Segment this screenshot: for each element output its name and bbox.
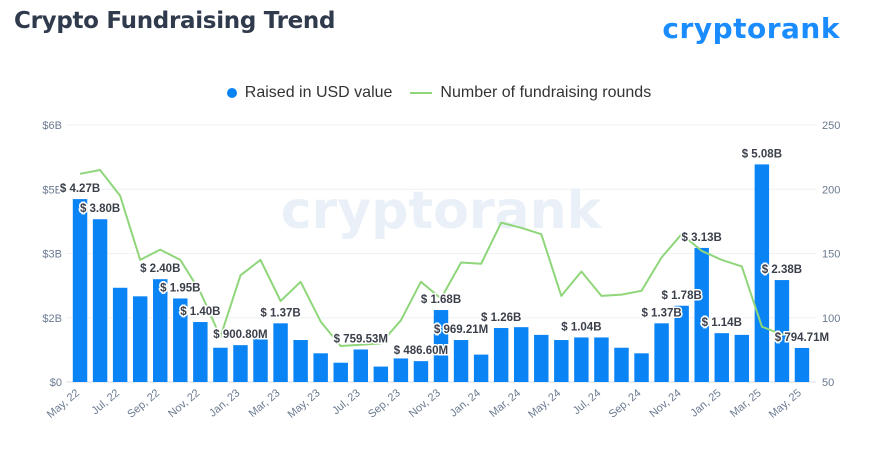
bar[interactable] — [293, 340, 308, 382]
data-label: $ 5.08B — [742, 148, 782, 160]
data-label: $ 1.37B — [260, 307, 300, 319]
bar[interactable] — [393, 358, 409, 382]
legend-label-raised: Raised in USD value — [244, 84, 393, 101]
legend-item-rounds[interactable]: Number of fundraising rounds — [410, 84, 651, 102]
y-left-tick-label: $6B — [42, 120, 62, 132]
data-label: $ 794.71M — [775, 332, 829, 344]
bar[interactable] — [453, 340, 469, 382]
x-tick-label: May, 25 — [767, 387, 804, 421]
y-left-tick-label: $0 — [50, 377, 62, 389]
bar[interactable] — [112, 287, 128, 382]
x-tick-label: Jul, 22 — [90, 387, 123, 417]
y-right-tick-label: 100 — [822, 313, 840, 325]
x-tick-label: Jul, 23 — [330, 387, 363, 417]
x-tick-label: Mar, 23 — [247, 387, 283, 420]
brand-logo: cryptorank — [662, 12, 840, 45]
bar[interactable] — [353, 349, 369, 382]
x-tick-label: Sep, 22 — [125, 387, 162, 421]
y-left-tick-label: $5B — [42, 184, 62, 196]
bar[interactable] — [473, 354, 489, 382]
bar[interactable] — [333, 362, 348, 382]
data-label: $ 2.38B — [762, 264, 802, 276]
y-right-tick-label: 200 — [822, 184, 840, 196]
bar[interactable] — [253, 337, 268, 382]
x-tick-label: May, 22 — [45, 387, 82, 421]
data-label: $ 1.37B — [641, 307, 681, 319]
data-label: $ 486.60M — [394, 345, 448, 357]
bar[interactable] — [774, 280, 790, 382]
x-tick-label: Sep, 24 — [607, 387, 644, 421]
rounds-line — [79, 169, 802, 347]
y-left-tick-label: $2B — [42, 313, 62, 325]
bar[interactable] — [173, 298, 188, 382]
data-label: $ 3.80B — [80, 203, 120, 215]
data-label: $ 1.04B — [561, 321, 601, 333]
bar[interactable] — [513, 327, 529, 382]
legend-item-raised[interactable]: Raised in USD value — [226, 84, 393, 102]
data-label: $ 1.26B — [481, 312, 521, 324]
bar[interactable] — [132, 296, 148, 382]
bar[interactable] — [674, 305, 689, 382]
bar[interactable] — [433, 310, 449, 382]
bar[interactable] — [654, 323, 669, 382]
bar[interactable] — [92, 219, 108, 382]
x-tick-label: Jan, 23 — [207, 387, 242, 419]
data-label: $ 3.13B — [682, 232, 722, 244]
data-label: $ 1.68B — [421, 294, 461, 306]
x-tick-label: Jul, 24 — [571, 387, 604, 417]
x-tick-label: Mar, 25 — [728, 387, 764, 420]
y-right-tick-label: 50 — [822, 377, 834, 389]
x-tick-label: Mar, 24 — [487, 387, 523, 420]
data-label: $ 1.78B — [662, 290, 702, 302]
x-tick-label: Jan, 24 — [448, 387, 483, 419]
x-tick-label: Nov, 24 — [647, 387, 683, 420]
bar[interactable] — [794, 347, 810, 382]
bar[interactable] — [554, 340, 569, 382]
data-label: $ 1.40B — [180, 306, 220, 318]
bar[interactable] — [694, 247, 709, 382]
bar[interactable] — [534, 334, 549, 382]
x-tick-label: Nov, 23 — [407, 387, 443, 420]
bar[interactable] — [193, 322, 208, 382]
bar[interactable] — [574, 337, 589, 382]
bar[interactable] — [594, 337, 609, 382]
y-left-tick-label: $3B — [42, 249, 62, 261]
bar[interactable] — [233, 345, 248, 382]
data-label: $ 1.14B — [702, 317, 742, 329]
legend-label-rounds: Number of fundraising rounds — [440, 84, 652, 101]
bar[interactable] — [373, 366, 389, 382]
data-label: $ 759.53M — [334, 333, 388, 345]
data-label: $ 2.40B — [140, 263, 180, 275]
bar[interactable] — [493, 328, 509, 382]
legend-bar-swatch — [226, 88, 237, 98]
chart-legend: Raised in USD value Number of fundraisin… — [0, 84, 878, 102]
x-tick-label: Nov, 22 — [166, 387, 202, 420]
watermark-logo: cryptorank — [281, 181, 603, 241]
data-label: $ 1.95B — [160, 282, 200, 294]
bar[interactable] — [153, 279, 168, 382]
bar[interactable] — [714, 333, 729, 382]
data-label: $ 4.27B — [60, 183, 100, 195]
bar[interactable] — [634, 353, 649, 382]
y-right-tick-label: 150 — [822, 249, 840, 261]
chart-title: Crypto Fundraising Trend — [14, 8, 336, 34]
bar[interactable] — [273, 323, 288, 382]
bar[interactable] — [413, 361, 429, 382]
bar[interactable] — [734, 334, 750, 382]
x-tick-label: May, 24 — [526, 387, 563, 421]
legend-line-swatch — [410, 92, 433, 94]
data-label: $ 969.21M — [434, 324, 488, 336]
data-label: $ 900.80M — [213, 329, 267, 341]
bar[interactable] — [313, 353, 328, 382]
x-tick-label: Sep, 23 — [366, 387, 403, 421]
bar[interactable] — [72, 199, 88, 382]
x-tick-label: Jan, 25 — [688, 387, 723, 419]
y-right-tick-label: 250 — [822, 120, 840, 132]
bar[interactable] — [614, 347, 629, 382]
bar[interactable] — [213, 347, 228, 382]
x-tick-label: May, 23 — [286, 387, 323, 421]
